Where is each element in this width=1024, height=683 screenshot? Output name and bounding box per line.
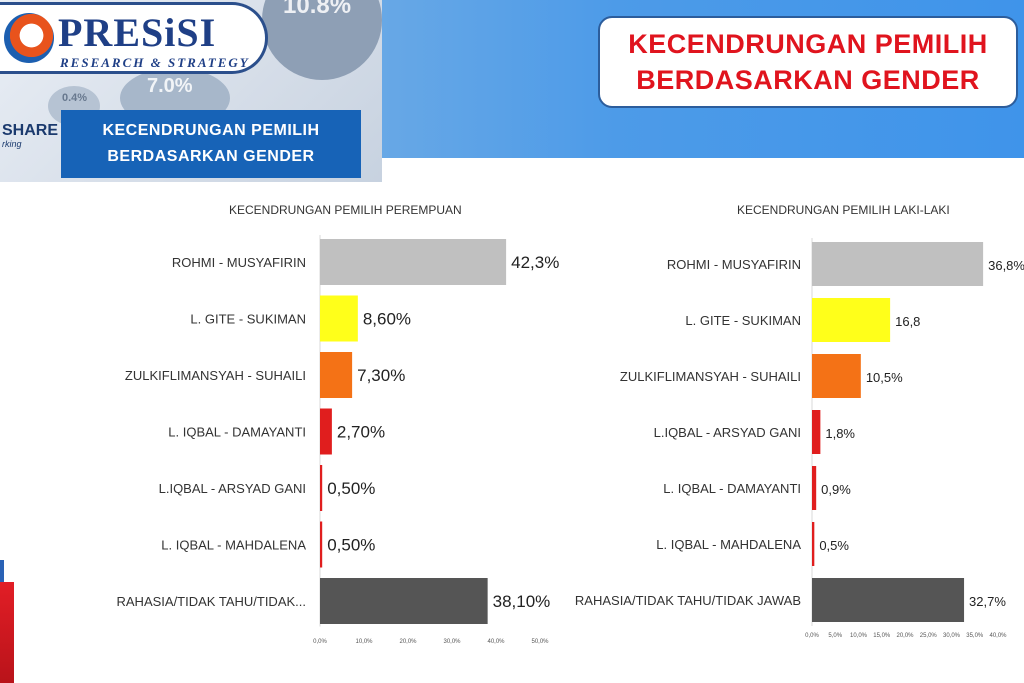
female-value-label: 7,30% [357, 366, 405, 385]
decor-strip-blue [0, 560, 4, 590]
share-subtext: rking [2, 139, 22, 149]
male-tick-label: 5,0% [828, 633, 842, 639]
female-tick-label: 0,0% [313, 639, 327, 645]
female-category-label: L.IQBAL - ARSYAD GANI [159, 481, 306, 496]
male-category-label: ROHMI - MUSYAFIRIN [667, 257, 801, 272]
female-bar [320, 578, 488, 624]
female-value-label: 0,50% [327, 479, 375, 498]
female-bar [320, 239, 507, 285]
male-category-label: L. GITE - SUKIMAN [685, 313, 801, 328]
male-bar [812, 298, 891, 342]
decor-percent-c: 0.4% [62, 92, 88, 104]
small-title-line1: KECENDRUNGAN PEMILIH [102, 122, 320, 139]
chart-title-male: KECENDRUNGAN PEMILIH LAKI-LAKI [737, 203, 950, 217]
male-value-label: 36,8% [988, 258, 1024, 273]
male-category-label: L. IQBAL - MAHDALENA [656, 537, 801, 552]
female-value-label: 0,50% [327, 536, 375, 555]
logo-mark-icon [4, 13, 54, 63]
male-bar [812, 410, 821, 454]
decor-percent-a: 10.8% [283, 0, 352, 19]
female-bar [320, 408, 332, 455]
main-title-box: KECENDRUNGAN PEMILIH BERDASARKAN GENDER [598, 16, 1018, 108]
share-text: SHARE [2, 122, 59, 139]
male-bar [812, 578, 965, 622]
female-tick-label: 40,0% [487, 639, 505, 645]
female-value-label: 2,70% [337, 423, 385, 442]
female-bar [320, 465, 323, 511]
male-value-label: 0,9% [821, 482, 851, 497]
male-value-label: 0,5% [819, 538, 849, 553]
male-category-label: ZULKIFLIMANSYAH - SUHAILI [620, 369, 801, 384]
decor-percent-b: 7.0% [147, 75, 193, 97]
female-category-label: ZULKIFLIMANSYAH - SUHAILI [125, 368, 306, 383]
chart-title-female: KECENDRUNGAN PEMILIH PEREMPUAN [229, 203, 462, 217]
small-title-line2: BERDASARKAN GENDER [107, 148, 315, 165]
male-tick-label: 10,0% [850, 633, 868, 639]
decor-strip-red [0, 582, 14, 683]
logo-subtitle: RESEARCH & STRATEGY [60, 55, 250, 70]
male-value-label: 10,5% [866, 370, 903, 385]
male-tick-label: 30,0% [943, 633, 961, 639]
female-value-label: 38,10% [493, 592, 551, 611]
male-category-label: L. IQBAL - DAMAYANTI [663, 481, 801, 496]
female-category-label: L. IQBAL - MAHDALENA [161, 538, 306, 553]
male-tick-label: 40,0% [989, 633, 1007, 639]
main-title-line1: KECENDRUNGAN PEMILIH [628, 29, 988, 59]
male-value-label: 16,8 [895, 314, 920, 329]
female-bar [320, 521, 323, 568]
female-tick-label: 30,0% [443, 639, 461, 645]
male-tick-label: 25,0% [920, 633, 938, 639]
female-category-label: RAHASIA/TIDAK TAHU/TIDAK... [117, 594, 307, 609]
male-value-label: 32,7% [969, 594, 1006, 609]
female-tick-label: 10,0% [355, 639, 373, 645]
male-bar [812, 466, 817, 510]
female-value-label: 42,3% [511, 253, 559, 272]
male-category-label: RAHASIA/TIDAK TAHU/TIDAK JAWAB [575, 593, 801, 608]
male-category-label: L.IQBAL - ARSYAD GANI [654, 425, 801, 440]
male-tick-label: 20,0% [896, 633, 914, 639]
brand-logo: PRESiSI RESEARCH & STRATEGY [0, 2, 268, 74]
male-bar [812, 522, 815, 566]
male-tick-label: 15,0% [873, 633, 891, 639]
logo-title: PRESiSI [58, 10, 217, 55]
small-title-box: KECENDRUNGAN PEMILIH BERDASARKAN GENDER [61, 110, 361, 178]
female-category-label: L. GITE - SUKIMAN [190, 312, 306, 327]
main-title-line2: BERDASARKAN GENDER [636, 65, 980, 95]
male-value-label: 1,8% [825, 426, 855, 441]
female-category-label: ROHMI - MUSYAFIRIN [172, 255, 306, 270]
female-bar [320, 295, 358, 342]
male-tick-label: 35,0% [966, 633, 984, 639]
female-tick-label: 20,0% [399, 639, 417, 645]
female-tick-label: 50,0% [531, 639, 549, 645]
female-value-label: 8,60% [363, 310, 411, 329]
male-bar [812, 242, 984, 286]
female-bar [320, 352, 353, 398]
male-tick-label: 0,0% [805, 633, 819, 639]
male-bar [812, 354, 861, 398]
female-category-label: L. IQBAL - DAMAYANTI [168, 425, 306, 440]
